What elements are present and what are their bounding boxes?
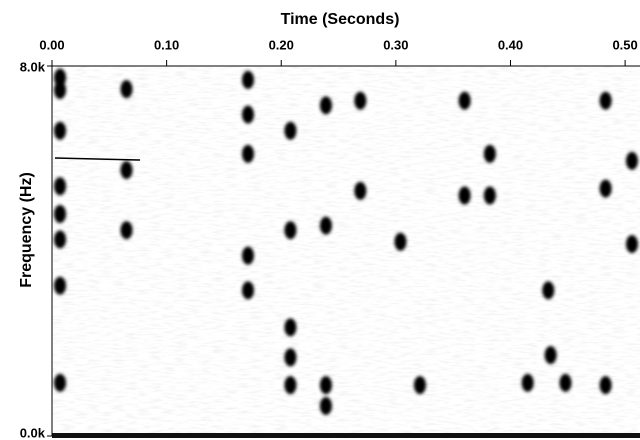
energy-blob — [458, 186, 471, 205]
energy-blob — [54, 81, 67, 100]
x-tick-label: 0.50 — [612, 37, 637, 52]
y-tick-label: 8.0k — [20, 59, 46, 74]
y-axis-label: Frequency (Hz) — [18, 172, 35, 288]
streak — [54, 157, 141, 161]
energy-blob — [242, 105, 254, 124]
energy-blob — [354, 181, 367, 200]
energy-blob — [242, 144, 254, 163]
energy-blob — [54, 68, 67, 87]
low-band — [52, 433, 640, 438]
energy-blob — [54, 276, 67, 295]
energy-blob — [319, 396, 332, 415]
background-noise — [52, 66, 640, 436]
energy-blob — [242, 246, 254, 265]
chart-title: Time (Seconds) — [281, 11, 400, 28]
energy-blob — [483, 144, 496, 163]
energy-blob — [284, 376, 297, 395]
energy-blob — [120, 161, 133, 180]
x-tick-label: 0.00 — [39, 37, 64, 52]
energy-blob — [120, 221, 133, 240]
energy-blob — [242, 281, 254, 300]
energy-blob — [284, 318, 297, 337]
energy-blob — [54, 373, 67, 392]
energy-blob — [284, 121, 297, 140]
energy-blob — [284, 221, 297, 240]
x-tick-label: 0.40 — [498, 37, 523, 52]
energy-blob — [319, 376, 332, 395]
energy-blob — [242, 70, 254, 89]
spectrogram-marks — [54, 68, 638, 415]
energy-blob — [54, 205, 67, 223]
energy-blob — [544, 346, 557, 365]
energy-blob — [542, 281, 555, 300]
energy-blob — [599, 91, 612, 110]
energy-blob — [521, 373, 534, 392]
energy-blob — [54, 230, 67, 249]
energy-blob — [599, 376, 612, 395]
energy-blob — [625, 235, 638, 254]
y-tick-label: 0.0k — [20, 425, 46, 440]
energy-blob — [458, 91, 471, 110]
energy-blob — [625, 151, 638, 170]
x-tick-label: 0.20 — [269, 37, 294, 52]
x-tick-label: 0.10 — [154, 37, 179, 52]
energy-blob — [413, 376, 426, 395]
energy-blob — [354, 91, 367, 110]
energy-blob — [559, 373, 572, 392]
x-tick-label: 0.30 — [383, 37, 408, 52]
energy-blob — [599, 179, 612, 198]
energy-blob — [483, 186, 496, 205]
energy-blob — [319, 216, 332, 235]
energy-blob — [54, 177, 67, 196]
energy-blob — [319, 96, 332, 115]
energy-blob — [394, 232, 407, 251]
energy-blob — [54, 121, 67, 140]
energy-blob — [284, 348, 297, 367]
energy-blob — [120, 80, 133, 99]
